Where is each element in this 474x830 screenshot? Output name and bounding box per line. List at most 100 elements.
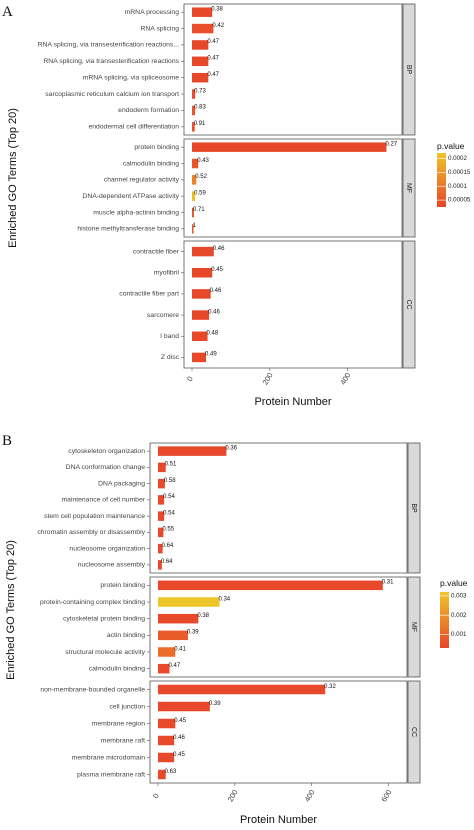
panel-a-cc-bar (192, 289, 211, 299)
panel-a-cc-ratio-label: 0.46 (210, 288, 222, 294)
panel-b-cc-ratio-label: 0.46 (173, 735, 185, 741)
panel-b-cc-category-label: membrane raft (101, 737, 145, 744)
panel-a-mf-bar (192, 158, 199, 169)
panel-b-cc-strip-label: CC (410, 727, 417, 737)
panel-b-bp-category-label: cytoskeleton organization (68, 448, 145, 455)
panel-a-bp-category-label: RNA splicing, via transesterification re… (38, 42, 179, 49)
panel-b-cc-ratio-label: 0.32 (324, 684, 336, 690)
panel-b-mf-strip-label: MF (410, 622, 417, 632)
panel-a-bp-ratio-label: 0.47 (207, 56, 219, 62)
panel-b-mf-bar (158, 663, 170, 674)
panel-a-bp-ratio-label: 0.47 (207, 39, 219, 45)
panel-a-cc-category-label: Z disc (161, 354, 180, 361)
panel-a-bp-bar (192, 105, 196, 116)
panel-b-cc-category-label: cell junction (109, 703, 145, 710)
panel-a-letter: A (2, 4, 13, 20)
panel-b-mf-facet-frame (149, 576, 408, 678)
panel-a-bp-ratio-label: 0.42 (212, 23, 224, 29)
panel-b-mf-category-label: protein-containing complex binding (40, 599, 145, 606)
panel-a-bp-facet-frame (183, 3, 403, 136)
panel-b-bp-ratio-label: 0.64 (162, 543, 174, 549)
panel-a-mf-bar (192, 175, 197, 185)
panel-b-cc-ratio-label: 0.45 (173, 752, 185, 758)
panel-a-cc-category-label: contractile fiber (133, 248, 180, 255)
panel-b-bp-category-label: nucleosome assembly (78, 562, 146, 569)
panel-b-legend-tick-label: 0.001 (451, 631, 467, 638)
panel-b-x-tick-label: 400 (303, 788, 317, 803)
panel-b-x-tick-label: 600 (379, 788, 393, 803)
panel-a-bp-bar (192, 7, 213, 17)
panel-a-cc-ratio-label: 0.49 (205, 352, 217, 358)
panel-a-cc-category-label: sarcomere (147, 312, 179, 319)
panel-a-x-axis-title: Protein Number (254, 396, 331, 408)
panel-a-cc-bar (192, 331, 208, 341)
panel-a-legend-tick-label: 0.00015 (448, 169, 471, 176)
panel-a-x-tick-label: 400 (338, 371, 352, 386)
panel-a-bp-bar (192, 89, 196, 99)
panel-a-x-tick-label: 0 (185, 375, 195, 383)
panel-a-legend-title: p.value (437, 141, 465, 151)
panel-b-bp-bar (158, 462, 166, 473)
panel-a-x-tick-label: 200 (261, 371, 275, 386)
panel-a-bp-ratio-label: 0.91 (194, 121, 206, 127)
panel-b-bp-bar (158, 446, 227, 456)
panel-b-bp-ratio-label: 0.54 (163, 494, 175, 500)
panel-a-bp-category-label: mRNA splicing, via spliceosome (83, 74, 180, 81)
panel-a-bp-ratio-label: 0.73 (194, 88, 206, 94)
panel-b-legend-colorbar (440, 592, 449, 648)
panel-b-bp-strip-label: BP (410, 503, 417, 513)
panel-b-x-axis-title: Protein Number (240, 814, 317, 825)
panel-b-mf-bar (158, 597, 220, 607)
panel-a-mf-category-label: channel regulator activity (104, 177, 180, 184)
panel-a-bp-bar (192, 40, 209, 50)
panel-a-mf-ratio-label: 0.27 (385, 141, 397, 147)
panel-b-cc-bar (158, 718, 176, 729)
panel-a-bp-category-label: endodermal cell differentiation (88, 124, 179, 131)
panel-b-mf-bar (158, 630, 188, 641)
panel-b-mf-ratio-label: 0.31 (382, 580, 394, 586)
panel-a-cc-ratio-label: 0.45 (211, 267, 223, 273)
panel-b-bp-bar (158, 478, 165, 489)
panel-b-x-tick-label: 200 (226, 788, 240, 803)
panel-b-bp-ratio-label: 0.54 (163, 510, 175, 516)
panel-a-mf-category-label: calmodulin binding (123, 160, 180, 167)
panel-b-bp-category-label: DNA packaging (98, 480, 145, 487)
panel-b-bp-category-label: DNA conformation change (66, 464, 146, 471)
panel-a-legend-tick-label: 0.0001 (448, 183, 467, 190)
panel-b-bp-ratio-label: 0.36 (225, 445, 237, 451)
panel-a-cc-facet-strip (402, 240, 416, 369)
panel-a-mf-strip-label: MF (405, 183, 412, 193)
panel-a-mf-bar (192, 224, 194, 234)
panel-b-bp-ratio-label: 0.58 (164, 478, 176, 484)
panel-a-mf-bar (192, 191, 196, 201)
panel-a-mf-facet-frame (183, 138, 403, 238)
panel-b-bp-category-label: stem cell population maintenance (44, 513, 145, 520)
panel-a-mf-facet-strip (402, 138, 416, 238)
panel-b-cc-bar (158, 752, 175, 763)
panel-a-legend-colorbar (437, 153, 446, 207)
panel-b-mf-bar (158, 647, 176, 657)
panel-b-cc-bar (158, 735, 175, 746)
panel-a-mf-category-label: histone methyltransferase binding (77, 226, 179, 233)
panel-b-cc-facet-frame (149, 680, 408, 784)
panel-b-cc-bar (158, 701, 210, 712)
panel-b-mf-category-label: calmodulin binding (89, 665, 146, 672)
panel-a-bp-bar (192, 72, 209, 83)
panel-b-cc-facet-strip (407, 680, 421, 784)
panel-b-cc-ratio-label: 0.39 (209, 701, 221, 707)
panel-a-bp-strip-label: BP (405, 65, 412, 75)
panel-b-legend-tick-label: 0.003 (451, 593, 467, 600)
panel-b-mf-category-label: actin binding (107, 632, 145, 639)
panel-a-cc-bar (192, 268, 213, 278)
panel-b-cc-category-label: membrane microdomain (72, 754, 146, 761)
panel-a-cc-bar (192, 310, 210, 320)
panel-a-bp-ratio-label: 0.83 (194, 105, 206, 111)
panel-b-bp-bar (158, 527, 164, 538)
panel-b-legend-tick-label: 0.002 (451, 612, 467, 619)
panel-b-mf-ratio-label: 0.34 (218, 596, 230, 602)
panel-b-bp-facet-strip (407, 442, 421, 574)
panel-a-legend-tick-label: 0.0002 (448, 155, 467, 162)
panel-b-bp-category-label: maintenance of cell number (62, 497, 146, 504)
